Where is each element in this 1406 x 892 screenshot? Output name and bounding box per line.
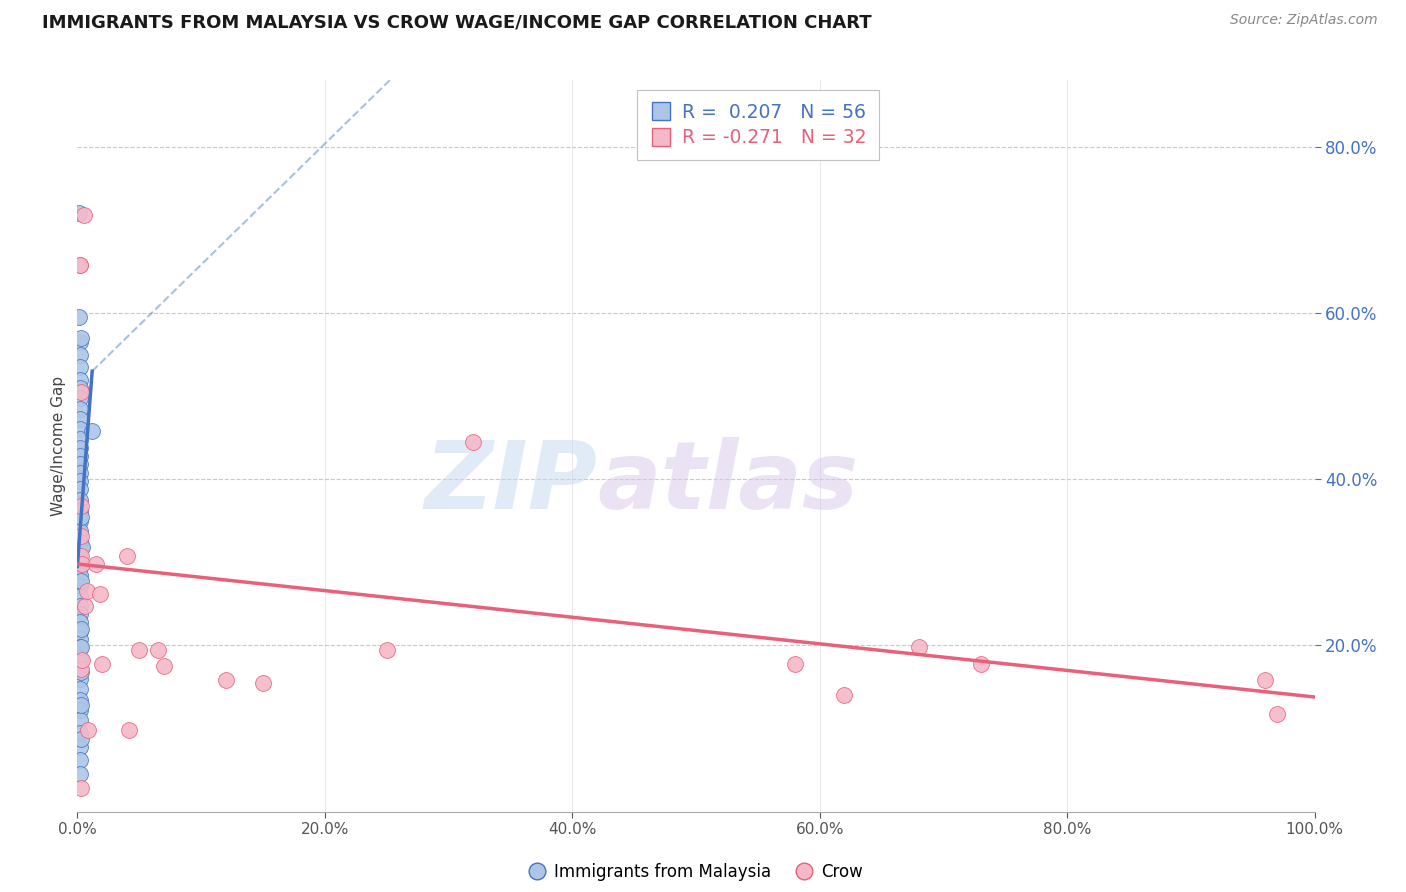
Point <box>77 723 100 738</box>
Point <box>69 753 91 767</box>
Legend: Immigrants from Malaysia, Crow: Immigrants from Malaysia, Crow <box>523 856 869 888</box>
Point <box>375 642 398 657</box>
Point <box>146 642 169 657</box>
Point <box>72 541 94 555</box>
Point <box>91 657 114 671</box>
Point <box>69 692 91 706</box>
Point <box>252 676 274 690</box>
Point <box>834 689 856 703</box>
Point <box>76 584 98 599</box>
Text: atlas: atlas <box>598 436 858 529</box>
Point <box>69 441 91 455</box>
Point <box>128 642 150 657</box>
Point <box>69 551 91 566</box>
Point <box>69 615 91 630</box>
Point <box>69 681 91 696</box>
Point <box>70 665 93 679</box>
Point <box>70 331 93 345</box>
Point <box>69 258 91 272</box>
Point <box>215 673 238 688</box>
Point <box>115 549 138 563</box>
Point <box>70 574 93 588</box>
Point <box>69 258 91 272</box>
Point <box>69 524 91 538</box>
Point <box>69 474 91 488</box>
Point <box>69 466 91 480</box>
Point <box>69 632 91 646</box>
Point <box>69 412 91 426</box>
Text: ZIP: ZIP <box>425 436 598 529</box>
Point <box>69 767 91 781</box>
Point <box>72 557 94 571</box>
Point <box>69 514 91 528</box>
Point <box>70 662 93 676</box>
Point <box>82 424 104 438</box>
Point <box>69 651 91 665</box>
Point <box>70 499 93 513</box>
Point <box>69 672 91 686</box>
Point <box>72 653 94 667</box>
Point <box>69 559 91 574</box>
Point <box>70 529 93 543</box>
Point <box>69 624 91 638</box>
Point <box>69 542 91 557</box>
Point <box>69 422 91 436</box>
Point <box>69 567 91 582</box>
Point <box>69 372 91 386</box>
Point <box>70 698 93 713</box>
Point <box>69 493 91 508</box>
Point <box>153 659 176 673</box>
Point <box>67 310 90 325</box>
Point <box>1267 706 1289 721</box>
Point <box>69 703 91 717</box>
Point <box>69 579 91 593</box>
Point <box>69 482 91 496</box>
Point <box>70 509 93 524</box>
Point <box>69 640 91 655</box>
Point <box>89 587 111 601</box>
Point <box>69 401 91 416</box>
Point <box>969 657 991 671</box>
Point <box>1254 673 1277 688</box>
Point <box>70 622 93 636</box>
Point <box>69 589 91 603</box>
Point <box>69 504 91 518</box>
Point <box>463 434 485 449</box>
Point <box>69 607 91 621</box>
Point <box>84 557 107 571</box>
Point <box>783 657 806 671</box>
Point <box>118 723 141 738</box>
Point <box>69 347 91 362</box>
Point <box>69 381 91 395</box>
Point <box>69 359 91 374</box>
Point <box>69 725 91 739</box>
Point <box>69 599 91 613</box>
Text: IMMIGRANTS FROM MALAYSIA VS CROW WAGE/INCOME GAP CORRELATION CHART: IMMIGRANTS FROM MALAYSIA VS CROW WAGE/IN… <box>42 13 872 31</box>
Point <box>69 391 91 405</box>
Point <box>70 384 93 399</box>
Point <box>69 739 91 754</box>
Point <box>69 457 91 471</box>
Point <box>70 640 93 655</box>
Y-axis label: Wage/Income Gap: Wage/Income Gap <box>51 376 66 516</box>
Point <box>69 662 91 676</box>
Point <box>69 534 91 549</box>
Point <box>69 335 91 350</box>
Point <box>73 599 96 613</box>
Point <box>70 731 93 746</box>
Point <box>907 640 929 655</box>
Point <box>69 449 91 463</box>
Point <box>72 208 94 222</box>
Point <box>69 714 91 728</box>
Point <box>67 206 90 220</box>
Point <box>70 781 93 796</box>
Text: Source: ZipAtlas.com: Source: ZipAtlas.com <box>1230 13 1378 28</box>
Point <box>70 549 93 563</box>
Point <box>69 433 91 447</box>
